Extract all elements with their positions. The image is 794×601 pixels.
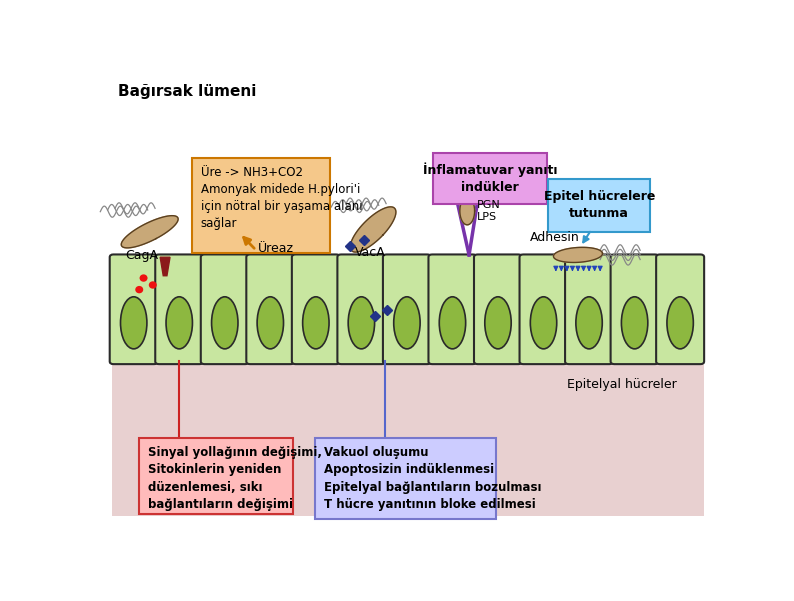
- Polygon shape: [460, 197, 475, 225]
- FancyBboxPatch shape: [156, 254, 203, 364]
- Polygon shape: [223, 227, 268, 246]
- Text: Üreaz: Üreaz: [258, 242, 294, 255]
- FancyBboxPatch shape: [383, 254, 431, 364]
- Text: Sinyal yollağının değişimi,
Sitokinlerin yeniden
düzenlemesi, sıkı
bağlantıların: Sinyal yollağının değişimi, Sitokinlerin…: [148, 445, 322, 511]
- Ellipse shape: [135, 286, 143, 293]
- Ellipse shape: [253, 228, 261, 234]
- Ellipse shape: [236, 228, 244, 234]
- Polygon shape: [553, 248, 603, 263]
- Bar: [111, 361, 703, 516]
- FancyBboxPatch shape: [611, 254, 658, 364]
- Text: Bağırsak lümeni: Bağırsak lümeni: [118, 84, 256, 99]
- FancyBboxPatch shape: [549, 178, 650, 232]
- Ellipse shape: [239, 240, 246, 245]
- Polygon shape: [160, 257, 170, 276]
- Text: İnflamatuvar yanıtı
indükler: İnflamatuvar yanıtı indükler: [423, 163, 557, 194]
- Text: VacA: VacA: [355, 246, 385, 259]
- Ellipse shape: [245, 240, 252, 245]
- Text: PGN
LPS: PGN LPS: [477, 200, 501, 222]
- Polygon shape: [121, 216, 178, 248]
- FancyBboxPatch shape: [474, 254, 522, 364]
- FancyBboxPatch shape: [201, 254, 249, 364]
- Text: Epitel hücrelere
tutunma: Epitel hücrelere tutunma: [544, 190, 655, 220]
- Ellipse shape: [148, 281, 156, 288]
- Ellipse shape: [233, 240, 241, 245]
- Ellipse shape: [230, 228, 238, 234]
- FancyBboxPatch shape: [110, 254, 158, 364]
- Ellipse shape: [349, 297, 375, 349]
- Ellipse shape: [166, 297, 192, 349]
- Text: Epitelyal hücreler: Epitelyal hücreler: [567, 377, 676, 391]
- Ellipse shape: [227, 240, 235, 245]
- FancyBboxPatch shape: [246, 254, 295, 364]
- Ellipse shape: [211, 297, 238, 349]
- FancyBboxPatch shape: [429, 254, 476, 364]
- FancyBboxPatch shape: [519, 254, 568, 364]
- Ellipse shape: [303, 297, 329, 349]
- FancyBboxPatch shape: [565, 254, 613, 364]
- Ellipse shape: [241, 228, 249, 234]
- Text: Adhesin: Adhesin: [530, 231, 580, 244]
- FancyBboxPatch shape: [314, 438, 496, 519]
- Ellipse shape: [121, 297, 147, 349]
- Ellipse shape: [251, 240, 258, 245]
- Ellipse shape: [439, 297, 465, 349]
- Ellipse shape: [259, 228, 267, 234]
- FancyBboxPatch shape: [434, 153, 547, 204]
- Ellipse shape: [257, 297, 283, 349]
- FancyBboxPatch shape: [191, 157, 330, 252]
- Ellipse shape: [248, 228, 256, 234]
- FancyBboxPatch shape: [139, 438, 293, 514]
- Polygon shape: [350, 207, 396, 252]
- FancyBboxPatch shape: [337, 254, 385, 364]
- Ellipse shape: [256, 240, 264, 245]
- Ellipse shape: [576, 297, 603, 349]
- Ellipse shape: [485, 297, 511, 349]
- Ellipse shape: [394, 297, 420, 349]
- Ellipse shape: [667, 297, 693, 349]
- FancyBboxPatch shape: [656, 254, 704, 364]
- Ellipse shape: [530, 297, 557, 349]
- Text: CagA: CagA: [125, 249, 158, 261]
- Text: Vakuol oluşumu
Apoptosizin indüklenmesi
Epitelyal bağlantıların bozulması
T hücr: Vakuol oluşumu Apoptosizin indüklenmesi …: [324, 445, 542, 511]
- Ellipse shape: [140, 274, 148, 282]
- FancyBboxPatch shape: [292, 254, 340, 364]
- Ellipse shape: [622, 297, 648, 349]
- Text: Üre -> NH3+CO2
Amonyak midede H.pylori'i
için nötral bir yaşama alanı
sağlar: Üre -> NH3+CO2 Amonyak midede H.pylori'i…: [201, 166, 362, 230]
- Ellipse shape: [225, 228, 233, 234]
